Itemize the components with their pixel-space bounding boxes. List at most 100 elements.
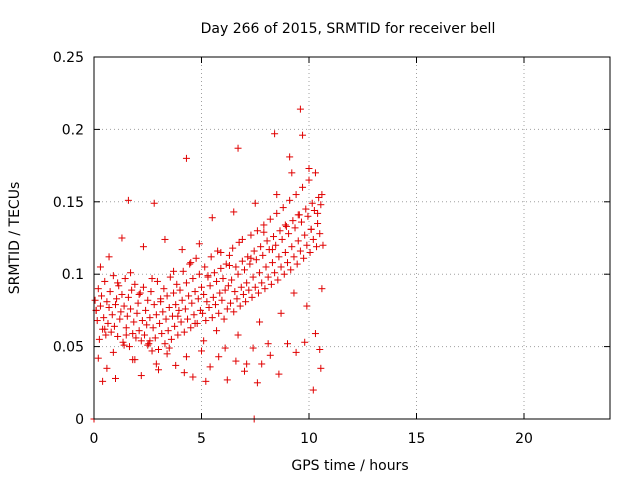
data-point (139, 243, 147, 251)
data-point (180, 369, 188, 377)
plot-frame (93, 56, 611, 420)
data-point (178, 246, 186, 254)
data-point (200, 290, 208, 298)
data-point (194, 295, 202, 303)
data-point (238, 235, 246, 243)
data-point (114, 332, 122, 340)
data-point (91, 296, 99, 304)
data-point (198, 347, 205, 355)
data-point (128, 286, 136, 294)
data-point (99, 377, 107, 385)
data-point (189, 373, 197, 381)
data-point (268, 246, 276, 254)
data-point (223, 305, 231, 313)
data-point (118, 290, 126, 298)
data-point (217, 264, 225, 272)
data-point (278, 235, 286, 243)
data-point (231, 288, 239, 296)
axis-ticks: 0 5 10 15 20 0 0.05 0.1 0.15 0.2 0.25 (53, 50, 610, 447)
data-point (96, 302, 104, 310)
data-point (264, 273, 272, 281)
data-point (254, 289, 262, 297)
data-point (105, 253, 113, 261)
data-point (290, 289, 298, 297)
data-point (251, 199, 259, 207)
data-point (258, 279, 266, 287)
data-point (272, 241, 280, 249)
data-point (275, 370, 283, 378)
data-points (90, 105, 327, 423)
data-point (250, 247, 258, 255)
x-tick-label: 10 (300, 431, 318, 447)
data-point (304, 212, 312, 220)
data-point (305, 164, 313, 172)
data-point (209, 293, 217, 301)
data-point (103, 298, 111, 306)
data-point (206, 363, 214, 371)
data-point (177, 318, 185, 326)
data-point (202, 377, 210, 385)
data-point (310, 206, 318, 214)
data-point (249, 273, 257, 281)
data-point (152, 360, 160, 368)
data-point (248, 293, 256, 301)
data-point (162, 315, 170, 323)
data-point (122, 331, 130, 339)
data-point (125, 343, 133, 351)
data-point (284, 340, 291, 348)
data-point (102, 331, 110, 339)
data-point (294, 237, 302, 245)
data-point (147, 288, 155, 296)
data-point (292, 348, 300, 356)
y-tick-label: 0.15 (53, 195, 84, 211)
data-point (164, 327, 172, 335)
data-point (256, 269, 264, 277)
data-point (318, 285, 326, 293)
data-point (227, 299, 235, 307)
data-point (109, 272, 117, 280)
data-point (131, 280, 139, 288)
data-point (112, 301, 119, 309)
data-point (210, 269, 218, 277)
data-point (195, 270, 203, 278)
data-point (94, 285, 102, 293)
data-point (235, 238, 243, 246)
data-point (244, 253, 252, 261)
data-point (311, 169, 319, 177)
data-point (145, 340, 153, 348)
data-point (218, 296, 226, 304)
data-point (172, 361, 180, 369)
data-point (172, 301, 180, 309)
data-point (136, 289, 144, 297)
data-point (260, 228, 268, 236)
data-point (190, 311, 198, 319)
data-point (120, 341, 128, 349)
data-point (179, 267, 187, 275)
data-point (143, 321, 151, 329)
data-point (228, 276, 236, 284)
data-point (187, 259, 195, 267)
data-point (93, 317, 101, 325)
data-point (116, 315, 124, 323)
data-point (243, 279, 251, 287)
data-point (285, 230, 293, 238)
data-point (137, 337, 145, 345)
data-point (273, 209, 281, 217)
data-point (232, 263, 240, 271)
data-point (123, 312, 131, 320)
data-point (112, 374, 119, 382)
data-point (139, 283, 147, 291)
data-point (105, 304, 113, 312)
data-point (178, 296, 186, 304)
data-point (163, 350, 171, 358)
data-point (129, 356, 137, 364)
data-point (150, 301, 158, 309)
data-point (144, 341, 152, 349)
data-point (122, 324, 130, 332)
data-point (261, 285, 269, 293)
data-point (247, 254, 255, 262)
data-point (182, 154, 190, 162)
data-point (233, 295, 241, 303)
data-point (243, 360, 251, 368)
